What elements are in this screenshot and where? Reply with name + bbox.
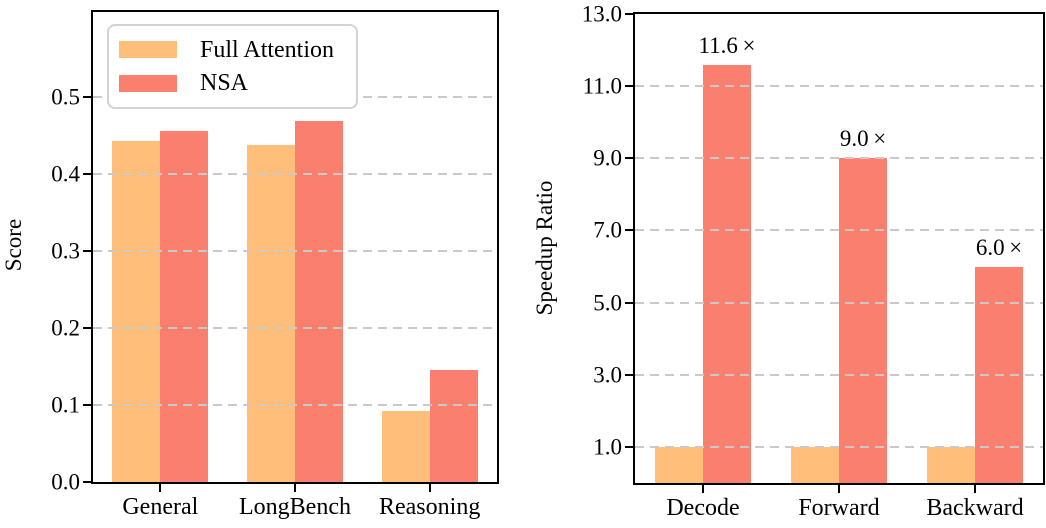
y-tick-3.0 [625,373,633,376]
gridline-11.0 [635,85,1043,88]
speedup-plot-area: Decode Forward Backward 1.0 3.0 5.0 7.0 9.0 11.0… [582,3,1045,520]
y-tick-label-13.0: 13.0 [581,1,622,27]
y-tick-label-7.0: 7.0 [593,217,622,243]
bar-full-attention-forward [791,446,839,483]
x-category-label-reasoning: Reasoning [378,494,481,520]
y-tick-0.1 [83,403,91,406]
x-tick-longbench [294,484,296,492]
gridline-0.1 [93,403,497,406]
y-tick-13.0 [625,13,633,15]
y-tick-9.0 [625,157,633,160]
y-tick-label-11.0: 11.0 [582,73,622,99]
score-y-axis-label: Score [1,218,26,272]
y-tick-label-3.0: 3.0 [593,362,622,388]
y-tick-label-0.0: 0.0 [51,469,80,495]
y-tick-label-1.0: 1.0 [593,434,622,460]
bar-nsa-longbench [295,120,343,482]
legend-item-nsa: NSA [119,71,356,95]
gridline-5.0 [635,301,1043,304]
y-tick-0.5 [83,95,91,98]
y-tick-label-0.4: 0.4 [51,161,80,187]
gridline-0.3 [93,249,497,252]
bar-full-attention-decode [655,446,703,483]
y-tick-1.0 [625,445,633,448]
legend-label-nsa: NSA [200,70,249,97]
y-tick-label-5.0: 5.0 [593,290,622,316]
score-plot-area: Full Attention NSA General LongBench Reaso… [51,10,499,519]
bar-nsa-reasoning [429,369,478,482]
bar-value-annotation-decode: 11.6 × [698,32,756,58]
legend-swatch-full-attention-icon [119,41,177,59]
y-tick-0.4 [83,172,91,175]
bar-full-attention-general [112,140,161,482]
y-tick-0.2 [83,326,91,329]
score-chart: Score Full Attention NSA General LongBenc… [1,10,499,519]
x-category-label-backward: Backward [926,495,1024,521]
legend-item-full-attention: Full Attention [119,38,356,62]
y-tick-label-0.2: 0.2 [51,315,80,341]
legend-swatch-nsa-icon [119,74,177,92]
gridline-0.4 [93,172,497,175]
bar-nsa-forward [839,158,887,483]
gridline-3.0 [635,373,1043,376]
gridline-1.0 [635,445,1043,448]
x-category-label-longbench: LongBench [239,494,351,520]
x-category-label-general: General [122,494,199,520]
bar-full-attention-longbench [247,145,295,482]
x-tick-backward [974,485,976,493]
x-tick-general [159,484,162,492]
speedup-chart: Speedup Ratio Decode Forward Backward 1.0 3.… [523,0,1046,528]
y-tick-0.0 [83,481,91,483]
y-tick-label-9.0: 9.0 [593,145,622,171]
y-tick-label-0.5: 0.5 [51,84,80,110]
gridline-9.0 [635,157,1043,160]
y-tick-5.0 [625,301,633,304]
y-tick-label-0.3: 0.3 [51,238,80,264]
y-tick-label-0.1: 0.1 [51,392,80,418]
bar-value-annotation-forward: 9.0 × [839,126,887,152]
bar-value-annotation-backward: 6.0 × [975,234,1023,260]
y-tick-0.3 [83,249,91,252]
x-category-label-decode: Decode [666,495,740,521]
speedup-y-axis-label: Speedup Ratio [532,180,557,316]
y-tick-11.0 [625,85,633,88]
x-tick-reasoning [428,484,431,492]
bar-nsa-decode [703,64,751,483]
x-tick-forward [838,485,840,493]
bar-nsa-general [160,130,209,482]
legend: Full Attention NSA [107,24,358,109]
y-tick-7.0 [625,229,633,232]
x-tick-decode [702,485,704,493]
bar-full-attention-backward [927,446,975,483]
gridline-0.2 [93,326,497,329]
gridline-7.0 [635,229,1043,232]
legend-label-full-attention: Full Attention [200,36,335,63]
x-category-label-forward: Forward [798,495,880,521]
bar-full-attention-reasoning [381,411,430,482]
